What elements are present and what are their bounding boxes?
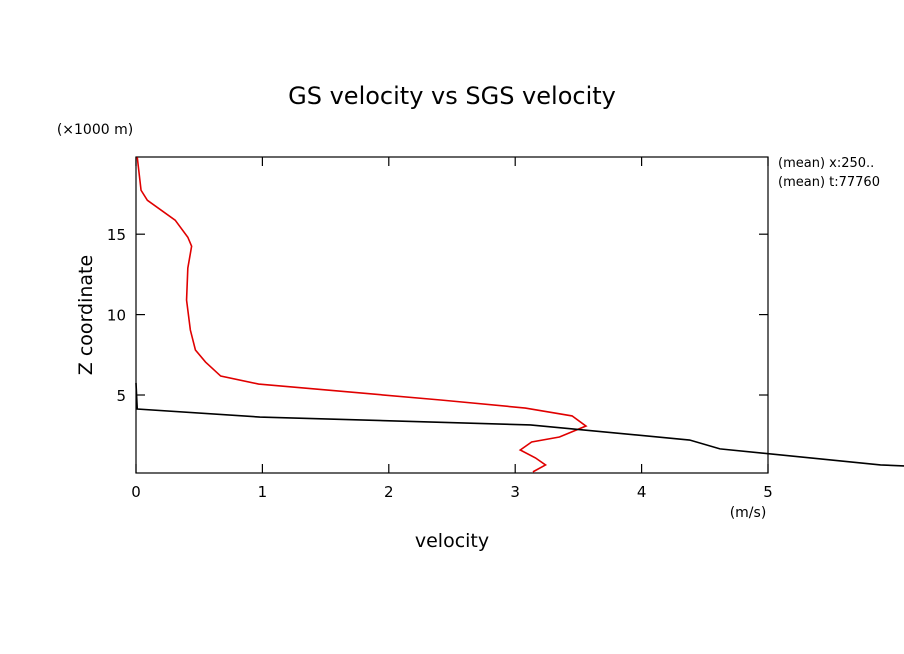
annotation: (mean) t:77760 <box>778 175 880 190</box>
x-tick-label: 2 <box>384 483 394 501</box>
y-tick-label: 15 <box>107 226 126 244</box>
x-tick-label: 3 <box>510 483 520 501</box>
x-tick-label: 4 <box>637 483 647 501</box>
plot-frame <box>135 156 769 474</box>
x-tick-label: 0 <box>131 483 141 501</box>
y-tick-label: 5 <box>116 387 126 405</box>
series-line <box>136 157 588 473</box>
x-unit: (m/s) <box>730 505 767 521</box>
y-axis-label: Z coordinate <box>75 255 97 375</box>
series-line <box>135 382 904 467</box>
x-tick-label: 5 <box>763 483 773 501</box>
annotation: (mean) x:250.. <box>778 156 874 171</box>
y-unit: (×1000 m) <box>57 122 133 138</box>
x-axis-label: velocity <box>415 530 489 552</box>
y-tick-label: 10 <box>107 307 126 325</box>
chart-title: GS velocity vs SGS velocity <box>288 82 616 110</box>
x-tick-label: 1 <box>258 483 268 501</box>
